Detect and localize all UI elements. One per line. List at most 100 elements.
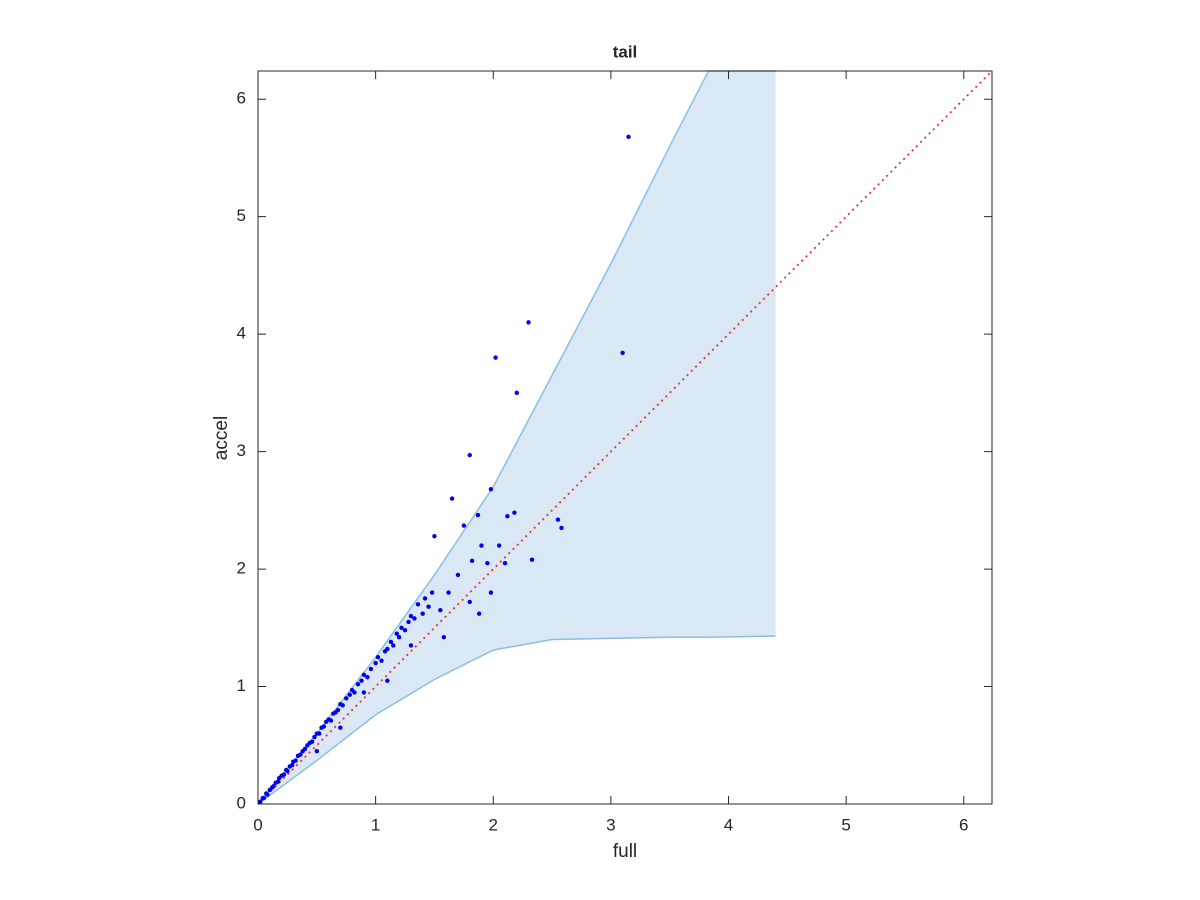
point	[347, 692, 352, 697]
x-tick-label: 3	[606, 815, 615, 834]
point	[375, 654, 381, 660]
point	[361, 672, 367, 677]
point	[461, 523, 467, 528]
point	[340, 703, 345, 708]
point	[420, 611, 425, 616]
point	[502, 560, 508, 566]
y-axis-label: accel	[211, 416, 232, 460]
point	[399, 625, 404, 630]
point	[289, 763, 295, 768]
point	[402, 627, 408, 633]
point	[285, 768, 290, 774]
x-tick-label: 4	[724, 815, 733, 834]
point	[271, 784, 276, 789]
point	[529, 557, 535, 562]
point	[281, 772, 287, 777]
point	[412, 616, 417, 621]
point	[275, 779, 281, 784]
point	[512, 510, 517, 515]
point	[312, 734, 317, 740]
point	[446, 590, 451, 595]
y-tick-label: 3	[237, 441, 246, 460]
point	[555, 517, 561, 522]
point	[309, 739, 315, 744]
point	[488, 486, 494, 492]
point	[321, 724, 327, 729]
chart-title: tail	[613, 42, 638, 61]
point	[355, 681, 361, 687]
point	[467, 599, 472, 605]
point	[391, 643, 396, 648]
point	[426, 604, 431, 609]
point	[396, 634, 402, 640]
point	[438, 607, 443, 613]
point	[449, 496, 455, 501]
x-tick-label: 2	[489, 815, 498, 834]
point	[261, 795, 267, 801]
point	[455, 572, 461, 578]
point	[406, 619, 411, 625]
point	[352, 690, 357, 695]
point	[298, 752, 303, 757]
point	[620, 350, 625, 356]
point	[422, 596, 428, 601]
point	[559, 525, 564, 531]
y-tick-label: 5	[237, 206, 246, 225]
x-tick-label: 0	[253, 815, 262, 834]
band-fill	[258, 71, 776, 804]
point	[359, 678, 364, 683]
y-tick-label: 2	[237, 559, 246, 578]
x-tick-label: 5	[841, 815, 850, 834]
point	[626, 134, 631, 139]
point	[373, 660, 378, 666]
point	[316, 731, 322, 736]
point	[441, 634, 447, 640]
point	[365, 674, 370, 680]
point	[485, 560, 490, 566]
point	[493, 355, 498, 360]
point	[429, 590, 435, 595]
point	[394, 631, 400, 636]
point	[293, 758, 298, 763]
x-tick-label: 1	[371, 815, 380, 834]
point	[344, 696, 349, 701]
band-lower	[257, 635, 776, 805]
point	[475, 512, 481, 518]
y-tick-label: 4	[237, 324, 246, 343]
point	[505, 514, 510, 519]
point	[469, 558, 475, 564]
y-tick-label: 1	[237, 676, 246, 695]
point	[328, 718, 334, 723]
point	[385, 646, 390, 652]
point	[514, 390, 519, 396]
point	[314, 748, 320, 754]
point	[408, 643, 414, 648]
point	[408, 613, 414, 619]
x-tick-label: 6	[959, 815, 968, 834]
point	[361, 690, 367, 695]
point	[265, 792, 270, 797]
plot-frame	[257, 70, 993, 805]
point	[467, 452, 472, 458]
point	[488, 590, 494, 595]
point	[258, 799, 263, 804]
point	[385, 678, 390, 683]
point	[432, 533, 437, 539]
y-tick-label: 6	[237, 89, 246, 108]
point	[368, 666, 374, 672]
point	[379, 658, 384, 663]
point	[338, 725, 343, 730]
point	[476, 611, 482, 616]
point	[526, 320, 531, 325]
band-upper	[257, 70, 776, 805]
point	[415, 602, 421, 607]
point	[479, 543, 484, 548]
point	[496, 543, 502, 548]
point	[335, 707, 341, 713]
y-tick-label: 0	[237, 793, 246, 812]
diagonal-line	[257, 70, 993, 805]
point	[302, 746, 308, 751]
point	[388, 639, 394, 645]
